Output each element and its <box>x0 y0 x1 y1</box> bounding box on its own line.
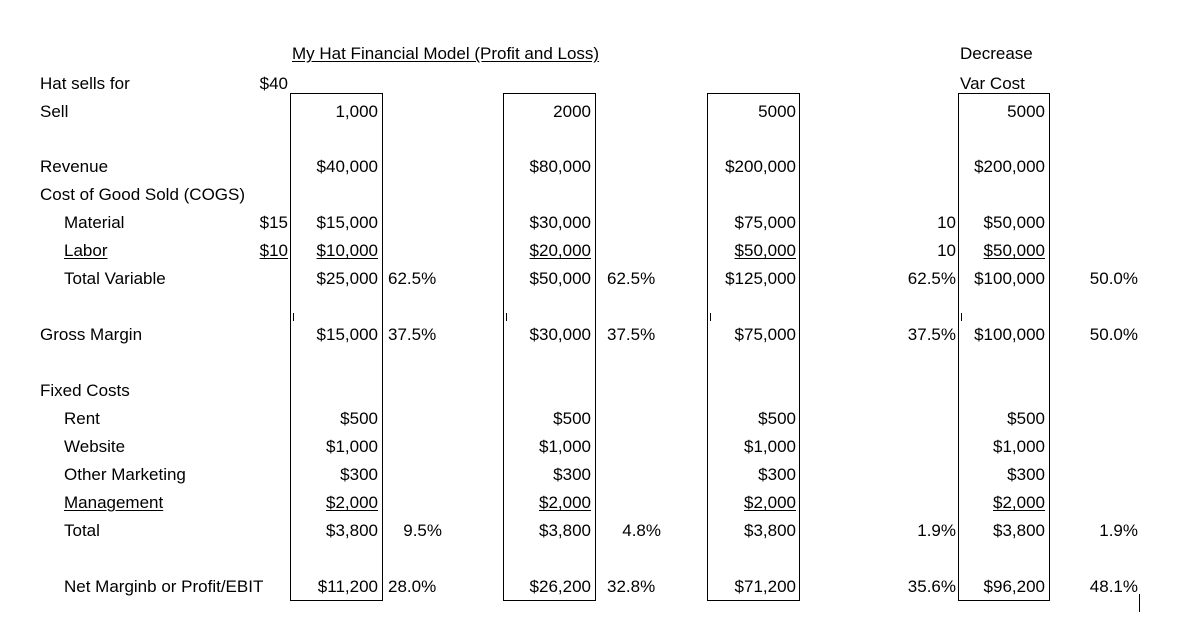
s1-gross-margin: $15,000 <box>316 325 378 344</box>
s2-total-variable: $50,000 <box>529 269 591 288</box>
sell-label: Sell <box>40 102 69 121</box>
total-variable-label: Total Variable <box>64 269 166 288</box>
s3-gross-margin-pct: 37.5% <box>907 325 956 344</box>
s3-revenue: $200,000 <box>725 157 796 176</box>
s4-material: $50,000 <box>983 213 1045 232</box>
s1-labor: $10,000 <box>316 241 378 260</box>
s1-fixed-total-pct: 9.5% <box>403 521 442 540</box>
s1-total-variable-pct: 62.5% <box>388 269 437 288</box>
cell-tick <box>506 313 507 321</box>
fixed-total-label: Total <box>64 521 100 540</box>
s2-website: $1,000 <box>539 437 591 456</box>
scenario-1-box <box>290 93 383 601</box>
s2-rent: $500 <box>553 409 591 428</box>
s1-total-variable: $25,000 <box>316 269 378 288</box>
scenario-3-box <box>707 93 800 601</box>
s2-total-variable-pct: 62.5% <box>607 269 656 288</box>
s4-management: $2,000 <box>993 493 1045 512</box>
other-marketing-label: Other Marketing <box>64 465 186 484</box>
s2-gross-margin: $30,000 <box>529 325 591 344</box>
s1-fixed-total: $3,800 <box>326 521 378 540</box>
s1-net-pct: 28.0% <box>388 577 437 596</box>
s4-fixed-total-pct: 1.9% <box>1099 521 1138 540</box>
cell-tick <box>710 313 711 321</box>
cell-tick <box>961 313 962 321</box>
s4-total-variable-pct: 50.0% <box>1089 269 1138 288</box>
s1-other-marketing: $300 <box>340 465 378 484</box>
management-label: Management <box>64 493 164 512</box>
sheet-title: My Hat Financial Model (Profit and Loss) <box>292 44 600 63</box>
s2-fixed-total: $3,800 <box>539 521 591 540</box>
decrease-header-line2: Var Cost <box>960 74 1025 93</box>
s2-revenue: $80,000 <box>529 157 591 176</box>
s4-labor: $50,000 <box>983 241 1045 260</box>
s4-net-pct: 48.1% <box>1089 577 1138 596</box>
material-unit-cost: $15 <box>259 213 288 232</box>
s2-management: $2,000 <box>539 493 591 512</box>
net-margin-label: Net Marginb or Profit/EBIT <box>64 577 264 596</box>
s2-fixed-total-pct: 4.8% <box>622 521 661 540</box>
text-cursor <box>1139 594 1140 612</box>
s2-net: $26,200 <box>529 577 591 596</box>
s3-total-variable-pct: 62.5% <box>907 269 956 288</box>
s1-gross-margin-pct: 37.5% <box>388 325 437 344</box>
s4-rent: $500 <box>1007 409 1045 428</box>
s3-other-marketing: $300 <box>758 465 796 484</box>
s4-net: $96,200 <box>983 577 1045 596</box>
s4-total-variable: $100,000 <box>974 269 1045 288</box>
s1-material: $15,000 <box>316 213 378 232</box>
material-label: Material <box>64 213 125 232</box>
hat-price-value: $40 <box>259 74 288 93</box>
s3-total-variable: $125,000 <box>725 269 796 288</box>
s2-sell: 2000 <box>553 102 591 121</box>
s4-labor-unit: 10 <box>937 241 956 260</box>
s3-rent: $500 <box>758 409 796 428</box>
s3-fixed-total-pct: 1.9% <box>917 521 956 540</box>
s3-website: $1,000 <box>744 437 796 456</box>
s2-gross-margin-pct: 37.5% <box>607 325 656 344</box>
s4-fixed-total: $3,800 <box>993 521 1045 540</box>
hat-price-label: Hat sells for <box>40 74 130 93</box>
revenue-label: Revenue <box>40 157 109 176</box>
s4-website: $1,000 <box>993 437 1045 456</box>
website-label: Website <box>64 437 126 456</box>
s1-revenue: $40,000 <box>316 157 378 176</box>
fixed-costs-label: Fixed Costs <box>40 381 130 400</box>
s3-net: $71,200 <box>734 577 796 596</box>
s4-gross-margin: $100,000 <box>974 325 1045 344</box>
s3-management: $2,000 <box>744 493 796 512</box>
s1-sell: 1,000 <box>335 102 378 121</box>
s3-net-pct: 35.6% <box>907 577 956 596</box>
s4-gross-margin-pct: 50.0% <box>1089 325 1138 344</box>
s4-revenue: $200,000 <box>974 157 1045 176</box>
gross-margin-label: Gross Margin <box>40 325 143 344</box>
labor-unit-cost: $10 <box>259 241 288 260</box>
s3-gross-margin: $75,000 <box>734 325 796 344</box>
cell-tick <box>293 313 294 321</box>
s3-labor: $50,000 <box>734 241 796 260</box>
s2-labor: $20,000 <box>529 241 591 260</box>
s3-material: $75,000 <box>734 213 796 232</box>
s3-sell: 5000 <box>758 102 796 121</box>
scenario-2-box <box>503 93 596 601</box>
rent-label: Rent <box>64 409 100 428</box>
decrease-header-line1: Decrease <box>960 44 1033 63</box>
s4-material-unit: 10 <box>937 213 956 232</box>
s1-rent: $500 <box>340 409 378 428</box>
s3-fixed-total: $3,800 <box>744 521 796 540</box>
s2-net-pct: 32.8% <box>607 577 656 596</box>
scenario-4-box <box>958 93 1050 601</box>
s2-material: $30,000 <box>529 213 591 232</box>
s1-net: $11,200 <box>317 577 378 596</box>
s4-other-marketing: $300 <box>1007 465 1045 484</box>
s1-website: $1,000 <box>326 437 378 456</box>
s2-other-marketing: $300 <box>553 465 591 484</box>
s1-management: $2,000 <box>326 493 378 512</box>
s4-sell: 5000 <box>1007 102 1045 121</box>
cogs-label: Cost of Good Sold (COGS) <box>40 185 246 204</box>
labor-label: Labor <box>64 241 108 260</box>
